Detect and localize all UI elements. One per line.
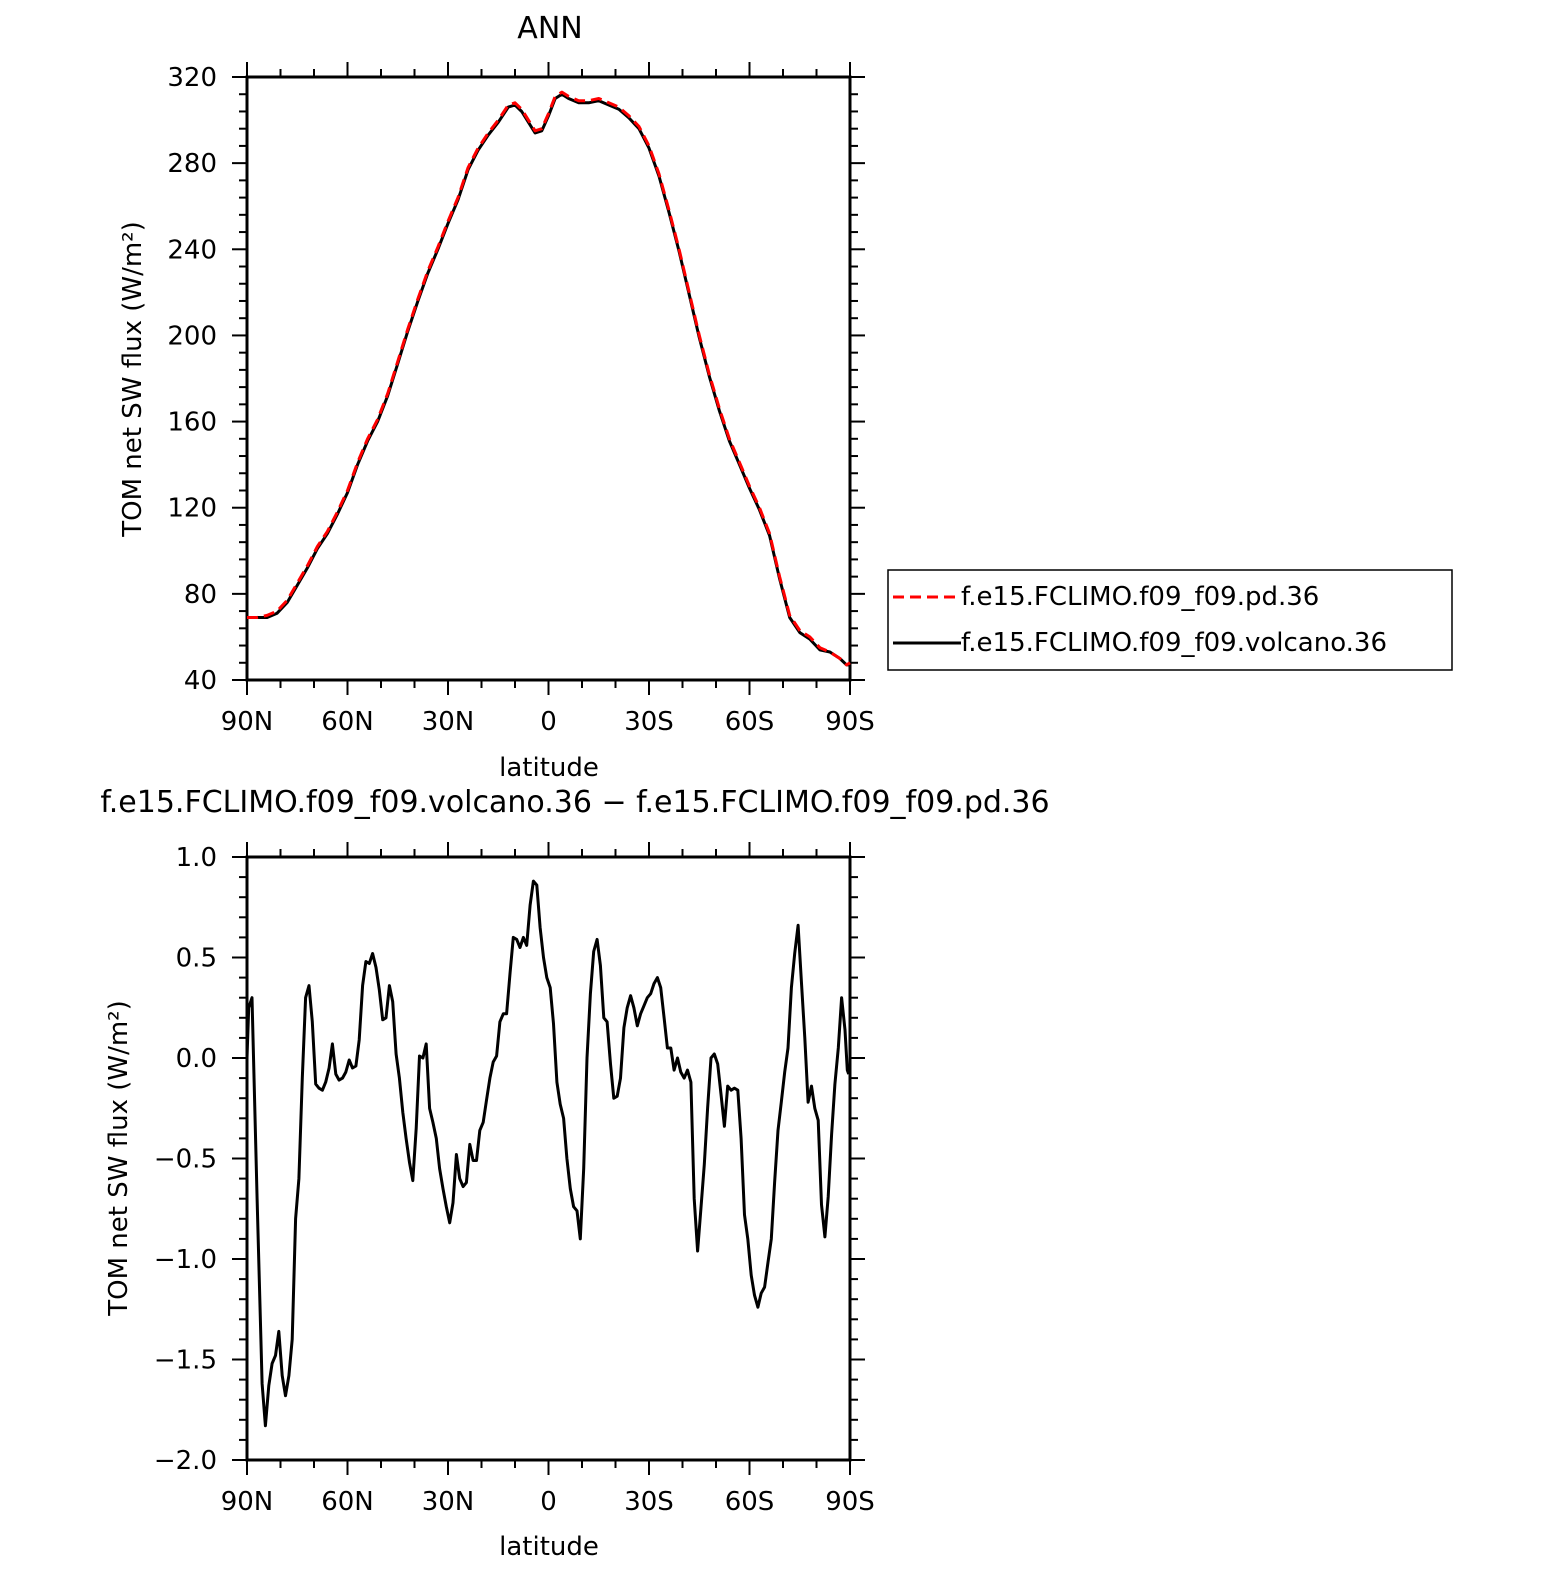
y-tick-label: 1.0 [176, 843, 217, 873]
x-tick-label: 60N [321, 707, 374, 737]
bottom-chart-title: f.e15.FCLIMO.f09_f09.volcano.36 − f.e15.… [100, 785, 1049, 820]
bottom-ticks: 90N 60N 30N 0 30S 60S 90S −2.0 −1.5 −1.0 −0.5 0.0 0.… [154, 842, 875, 1517]
series-line-0-0 [247, 90, 851, 667]
y-tick-label: −2.0 [154, 1446, 217, 1476]
y-tick-label: −0.5 [154, 1145, 217, 1175]
x-tick-label: 90S [825, 1487, 875, 1517]
top-chart-title: ANN [517, 11, 582, 46]
bottom-panel: f.e15.FCLIMO.f09_f09.volcano.36 − f.e15.… [100, 785, 1049, 1562]
x-tick-label: 30S [624, 1487, 674, 1517]
x-tick-label: 30S [624, 707, 674, 737]
top-plot-frame [245, 75, 852, 682]
y-tick-label: 0.5 [176, 944, 217, 974]
y-tick-label: 80 [184, 580, 217, 610]
x-tick-label: 60N [321, 1487, 374, 1517]
x-tick-label: 30N [422, 707, 475, 737]
x-tick-label: 0 [540, 1487, 557, 1517]
x-tick-label: 90N [221, 707, 274, 737]
x-tick-label: 30N [422, 1487, 475, 1517]
top-x-axis-label: latitude [499, 753, 599, 783]
series-line-1-0 [245, 879, 851, 1428]
bottom-y-axis-label: TOM net SW flux (W/m²) [104, 1000, 134, 1316]
y-tick-label: 0.0 [176, 1044, 217, 1074]
bottom-series-group [245, 879, 851, 1428]
y-tick-label: 160 [167, 408, 217, 438]
top-panel: ANN 90N 60N 30N 0 30S 60S 90S 40 80 120 160 200 240 2… [118, 11, 875, 783]
legend-label-pd: f.e15.FCLIMO.f09_f09.pd.36 [961, 582, 1319, 612]
x-tick-label: 90S [825, 707, 875, 737]
y-tick-label: −1.5 [154, 1346, 217, 1376]
y-tick-label: 280 [167, 149, 217, 179]
top-y-axis-label: TOM net SW flux (W/m²) [118, 221, 148, 537]
legend: f.e15.FCLIMO.f09_f09.pd.36 f.e15.FCLIMO.… [887, 569, 1453, 671]
y-tick-label: 240 [167, 235, 217, 265]
x-tick-label: 60S [725, 707, 775, 737]
y-tick-label: 120 [167, 494, 217, 524]
x-tick-label: 0 [540, 707, 557, 737]
y-tick-label: 320 [167, 63, 217, 93]
bottom-plot-frame [245, 855, 852, 1462]
bottom-x-axis-label: latitude [499, 1532, 599, 1562]
legend-label-volcano: f.e15.FCLIMO.f09_f09.volcano.36 [961, 628, 1387, 658]
top-ticks: 90N 60N 30N 0 30S 60S 90S 40 80 120 160 200 240 280 32… [167, 62, 875, 737]
series-line-0-1 [247, 92, 850, 667]
y-tick-label: 40 [184, 666, 217, 696]
x-tick-label: 90N [221, 1487, 274, 1517]
y-tick-label: −1.0 [154, 1245, 217, 1275]
top-series-group [247, 90, 851, 667]
x-tick-label: 60S [725, 1487, 775, 1517]
y-tick-label: 200 [167, 321, 217, 351]
legend-box [887, 569, 1453, 671]
